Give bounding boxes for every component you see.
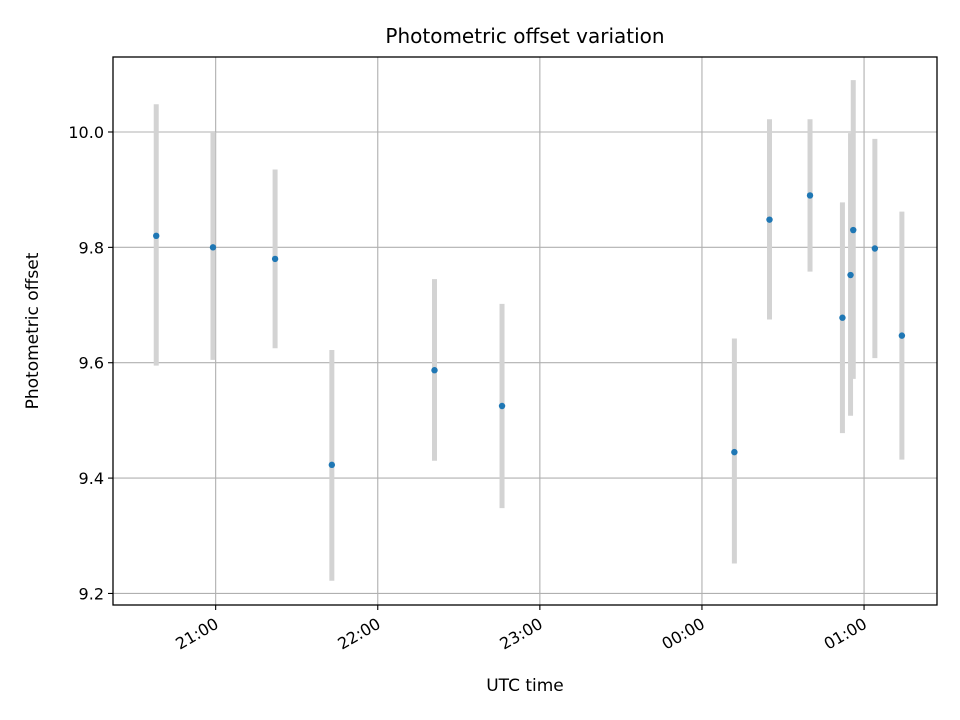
data-point [431, 367, 438, 374]
data-point [498, 402, 506, 410]
data-point [209, 244, 217, 251]
data-point [731, 448, 738, 456]
data-point [766, 216, 773, 223]
data-points [153, 192, 906, 469]
y-tick-label: 10.0 [68, 123, 104, 142]
plot-frame [112, 56, 938, 606]
data-point [847, 271, 854, 279]
data-point [871, 245, 879, 252]
data-point [271, 255, 279, 263]
y-tick-label: 9.2 [79, 584, 104, 603]
y-tick-label: 9.4 [79, 469, 104, 488]
y-tick-label: 9.6 [79, 354, 104, 373]
chart-title: Photometric offset variation [385, 24, 664, 48]
grid [113, 57, 937, 605]
data-point [153, 232, 160, 240]
y-tick-label: 9.8 [79, 238, 104, 257]
data-point [898, 332, 906, 339]
x-axis-title: UTC time [486, 676, 564, 696]
data-point [839, 314, 846, 321]
data-point [850, 226, 857, 234]
data-point [328, 461, 336, 469]
y-axis-title: Photometric offset [23, 252, 43, 409]
data-point [806, 192, 814, 199]
